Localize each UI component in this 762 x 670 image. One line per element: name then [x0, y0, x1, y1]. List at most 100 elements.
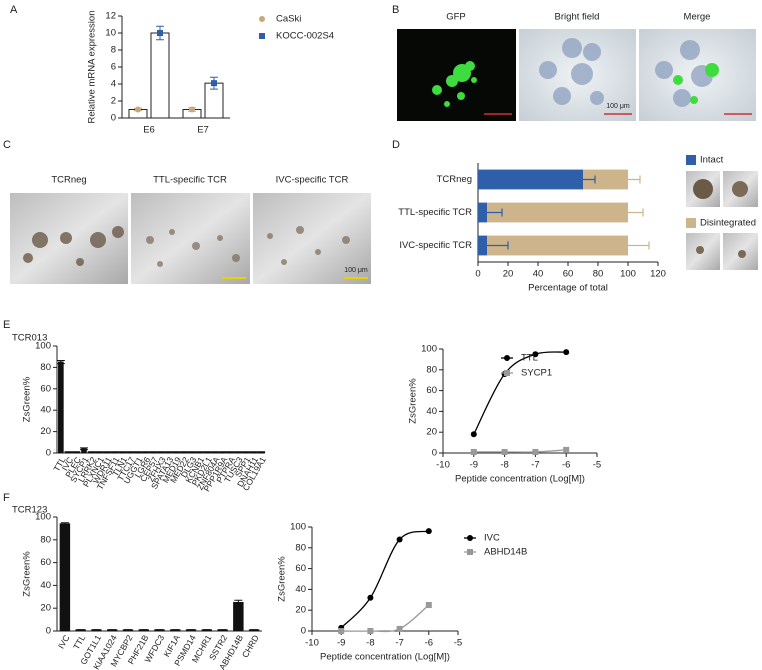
- y-axis-label: ZsGreen%: [277, 556, 288, 602]
- data-point: [211, 80, 217, 87]
- data-point: [501, 448, 508, 455]
- data-point: [396, 625, 403, 632]
- x-axis-label: Peptide concentration (Log[M]): [320, 652, 450, 663]
- x-tick-label: 60: [563, 269, 574, 280]
- panel-label: D: [392, 139, 400, 151]
- y-tick-label: 100: [290, 522, 306, 533]
- image-label: GFP: [446, 12, 466, 23]
- data-point: [396, 536, 403, 543]
- cells: [539, 38, 604, 105]
- x-tick-label: -6: [562, 460, 570, 471]
- legend-label: ABHD14B: [484, 547, 527, 558]
- legend-label: IVC: [484, 533, 500, 544]
- x-tick-label: -7: [531, 460, 539, 471]
- bar: [478, 235, 487, 256]
- legend-marker: [467, 549, 473, 555]
- data-point: [157, 30, 163, 36]
- legend-marker: [259, 16, 265, 22]
- error-bar: [487, 241, 509, 250]
- y-tick-label: TCRneg: [437, 174, 472, 185]
- x-tick-label: -8: [366, 638, 374, 649]
- data-point: [532, 448, 539, 455]
- y-tick-label: 10: [105, 28, 116, 39]
- y-tick-label: 8: [111, 45, 116, 56]
- error-bar: [583, 175, 596, 184]
- error-bar: [79, 447, 88, 451]
- x-tick-label: 0: [475, 269, 480, 280]
- curve: [473, 449, 567, 453]
- y-tick-label: 20: [40, 426, 51, 437]
- chart-title: TCR123: [12, 505, 47, 516]
- scale-bar-label: 100 μm: [606, 103, 630, 110]
- bar: [487, 235, 628, 256]
- image-label: IVC-specific TCR: [276, 175, 349, 186]
- x-tick-label: -5: [454, 638, 462, 649]
- y-tick-label: 100: [421, 344, 437, 355]
- image-label: Bright field: [555, 12, 600, 23]
- y-tick-label: TTL-specific TCR: [398, 207, 472, 218]
- bar: [58, 361, 64, 454]
- y-axis-label: ZsGreen%: [22, 376, 33, 422]
- data-point: [563, 446, 570, 453]
- y-tick-label: 100: [35, 512, 51, 523]
- error-bar: [56, 359, 65, 365]
- legend-marker: [259, 33, 265, 39]
- y-axis-label: ZsGreen%: [408, 378, 419, 424]
- y-tick-label: 100: [35, 341, 51, 352]
- x-tick-label: -6: [425, 638, 433, 649]
- data-point: [470, 448, 477, 455]
- y-tick-label: 80: [40, 534, 51, 545]
- gfp-signal: [432, 61, 477, 107]
- error-bar: [628, 175, 641, 184]
- x-tick-label: -9: [470, 460, 478, 471]
- x-axis-label: Peptide concentration (Log[M]): [455, 474, 585, 485]
- y-tick-label: 60: [426, 385, 437, 396]
- legend-label: KOCC-002S4: [276, 31, 334, 42]
- data-point: [367, 628, 374, 634]
- y-tick-label: 80: [40, 362, 51, 373]
- data-point: [425, 602, 432, 608]
- x-tick-label: 100: [620, 269, 636, 280]
- x-tick-label: -5: [593, 460, 601, 471]
- curve: [473, 351, 567, 435]
- image-label: TTL-specific TCR: [153, 175, 227, 186]
- y-tick-label: 40: [40, 580, 51, 591]
- y-tick-label: 0: [46, 448, 51, 459]
- bar: [59, 523, 71, 632]
- legend-marker: [504, 370, 510, 376]
- y-tick-label: 40: [426, 406, 437, 417]
- data-point: [189, 106, 195, 113]
- bar: [150, 32, 170, 119]
- y-tick-label: 0: [111, 113, 116, 124]
- gfp-signal: [673, 63, 719, 104]
- bar: [478, 202, 487, 223]
- y-tick-label: 60: [295, 563, 306, 574]
- legend-label: CaSki: [276, 14, 301, 25]
- organoid: [732, 181, 748, 197]
- data-point: [532, 351, 539, 358]
- x-tick-label: 80: [593, 269, 604, 280]
- panel-label: C: [3, 139, 11, 151]
- x-tick-label: 20: [503, 269, 514, 280]
- bar: [233, 602, 244, 632]
- legend-label: SYCP1: [521, 368, 552, 379]
- y-tick-label: 6: [111, 62, 116, 73]
- organoids: [267, 226, 350, 265]
- y-tick-label: 80: [295, 542, 306, 553]
- y-axis-label: ZsGreen%: [22, 551, 33, 597]
- panel-label: E: [3, 319, 10, 331]
- legend-marker: [467, 535, 473, 541]
- organoids: [146, 229, 240, 267]
- fragment: [738, 250, 746, 258]
- legend-label: Intact: [700, 155, 724, 166]
- bar: [478, 169, 583, 190]
- x-tick-label: 120: [650, 269, 666, 280]
- data-point: [135, 106, 141, 113]
- scale-bar-label: 100 μm: [344, 267, 368, 274]
- panel-b-images: 100 μm: [397, 29, 756, 121]
- y-tick-label: 80: [426, 364, 437, 375]
- fragment: [696, 246, 704, 254]
- error-bar: [628, 241, 650, 250]
- error-bar: [628, 208, 644, 217]
- data-point: [425, 528, 432, 535]
